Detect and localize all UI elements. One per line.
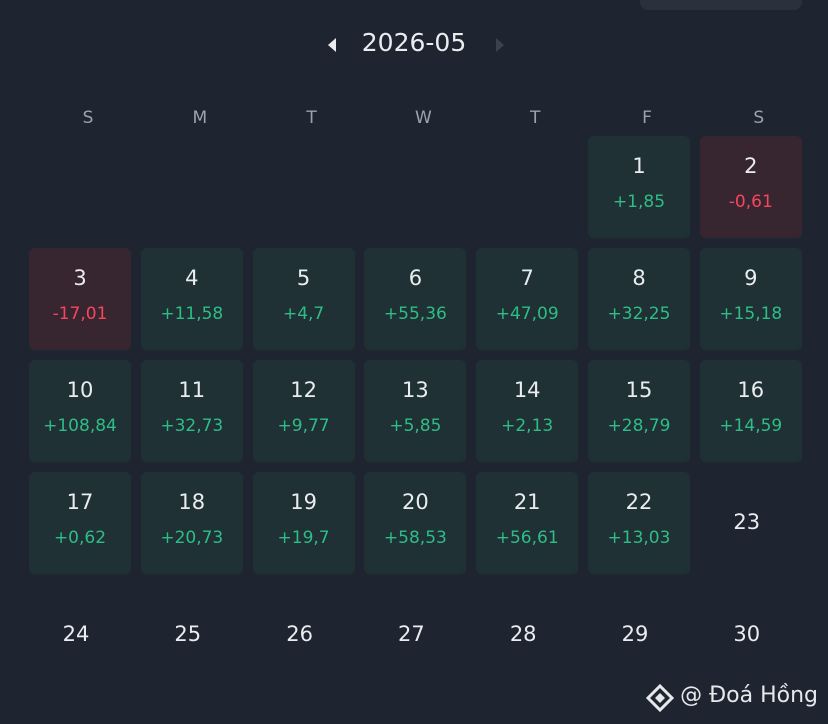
weekday-label: M xyxy=(192,108,208,128)
day-cell: 13 +5,85 xyxy=(364,360,467,462)
day-number: 6 xyxy=(408,266,423,290)
day-pnl: +5,85 xyxy=(389,416,442,436)
day-pnl: +15,18 xyxy=(719,304,783,324)
day-number: 28 xyxy=(509,622,537,646)
day-pnl: +32,25 xyxy=(607,304,671,324)
day-pnl: +20,73 xyxy=(160,528,224,548)
day-cell: 10 +108,84 xyxy=(29,360,131,462)
day-cell: 20 +58,53 xyxy=(364,472,467,574)
day-number: 27 xyxy=(398,622,425,646)
weekday-label: W xyxy=(414,108,432,128)
day-cell: 30 xyxy=(700,584,802,686)
next-arrow[interactable] xyxy=(496,38,504,52)
day-pnl: +108,84 xyxy=(43,416,117,436)
day-cell: 11 +32,73 xyxy=(140,360,243,462)
day-number: 19 xyxy=(290,490,317,514)
day-pnl: +4,7 xyxy=(282,304,325,324)
day-cell: 3 -17,01 xyxy=(29,248,131,350)
day-number: 25 xyxy=(174,622,202,646)
day-number: 8 xyxy=(632,266,646,290)
day-number: 22 xyxy=(625,490,653,514)
day-pnl: +28,79 xyxy=(607,416,671,436)
day-cell: 6 +55,36 xyxy=(364,248,467,350)
day-number: 5 xyxy=(296,266,311,290)
day-number: 2 xyxy=(744,154,758,178)
day-cell: 12 +9,77 xyxy=(252,360,355,462)
day-pnl: +1,85 xyxy=(612,192,666,212)
day-number: 10 xyxy=(66,378,94,402)
day-cell: 5 +4,7 xyxy=(252,248,355,350)
day-cell: 4 +11,58 xyxy=(140,248,243,350)
day-cell: 26 xyxy=(253,584,355,686)
day-pnl: +47,09 xyxy=(495,304,559,324)
day-number: 12 xyxy=(290,378,317,402)
weekday-label: F xyxy=(642,108,652,128)
day-cell: 2 -0,61 xyxy=(699,136,802,238)
day-cell: 18 +20,73 xyxy=(140,472,243,574)
day-cell: 21 +56,61 xyxy=(476,472,579,574)
day-number: 21 xyxy=(513,490,541,514)
day-pnl: +11,58 xyxy=(160,304,224,324)
logo xyxy=(646,684,674,712)
day-cell: 29 xyxy=(588,584,690,686)
day-pnl: +58,53 xyxy=(383,528,447,548)
day-cell: 14 +2,13 xyxy=(476,360,579,462)
day-cell: 17 +0,62 xyxy=(29,472,131,574)
day-number: 24 xyxy=(62,622,90,646)
day-cell: 8 +32,25 xyxy=(588,248,690,350)
day-number: 4 xyxy=(185,266,199,290)
weekday-label: T xyxy=(306,108,317,128)
day-number: 17 xyxy=(66,490,94,514)
day-pnl: -0,61 xyxy=(728,192,773,212)
day-number: 20 xyxy=(402,490,429,514)
day-cell: 24 xyxy=(29,584,131,686)
watermark: @ Đoá Hồng xyxy=(680,683,818,708)
day-cell: 19 +19,7 xyxy=(252,472,355,574)
day-number: 15 xyxy=(625,378,653,402)
day-pnl: +2,13 xyxy=(501,416,554,436)
month-title: 2026-05 xyxy=(361,28,467,57)
day-number: 26 xyxy=(286,622,313,646)
day-pnl: +56,61 xyxy=(495,528,559,548)
day-cell: 25 xyxy=(141,584,243,686)
day-pnl: +0,62 xyxy=(53,528,107,548)
day-cell: 9 +15,18 xyxy=(699,248,802,350)
day-cell: 16 +14,59 xyxy=(699,360,802,462)
day-number: 7 xyxy=(520,266,534,290)
day-number: 14 xyxy=(513,378,541,402)
day-cell: 1 +1,85 xyxy=(588,136,690,238)
day-cell: 7 +47,09 xyxy=(476,248,579,350)
day-number: 13 xyxy=(402,378,429,402)
day-number: 9 xyxy=(744,266,758,290)
day-pnl: +19,7 xyxy=(277,528,330,548)
day-number: 3 xyxy=(73,266,87,290)
weekday-label: S xyxy=(753,108,765,128)
day-number: 23 xyxy=(733,510,761,534)
day-number: 1 xyxy=(632,154,646,178)
day-number: 30 xyxy=(733,622,761,646)
prev-arrow[interactable] xyxy=(328,38,336,52)
day-number: 11 xyxy=(178,378,206,402)
day-pnl: +9,77 xyxy=(277,416,330,436)
day-cell: 22 +13,03 xyxy=(588,472,690,574)
day-pnl: +55,36 xyxy=(383,304,447,324)
day-cell: 28 xyxy=(476,584,578,686)
day-pnl: -17,01 xyxy=(52,304,108,324)
weekday-label: T xyxy=(529,108,541,128)
day-cell: 27 xyxy=(364,584,466,686)
day-cell: 15 +28,79 xyxy=(588,360,690,462)
day-number: 18 xyxy=(178,490,206,514)
day-number: 29 xyxy=(621,622,649,646)
day-number: 16 xyxy=(737,378,765,402)
day-cell: 23 xyxy=(700,472,802,574)
month-nav xyxy=(328,38,504,52)
top-control[interactable] xyxy=(640,0,802,10)
day-pnl: +13,03 xyxy=(607,528,671,548)
day-pnl: +14,59 xyxy=(719,416,783,436)
weekday-label: S xyxy=(82,108,94,128)
day-pnl: +32,73 xyxy=(160,416,224,436)
